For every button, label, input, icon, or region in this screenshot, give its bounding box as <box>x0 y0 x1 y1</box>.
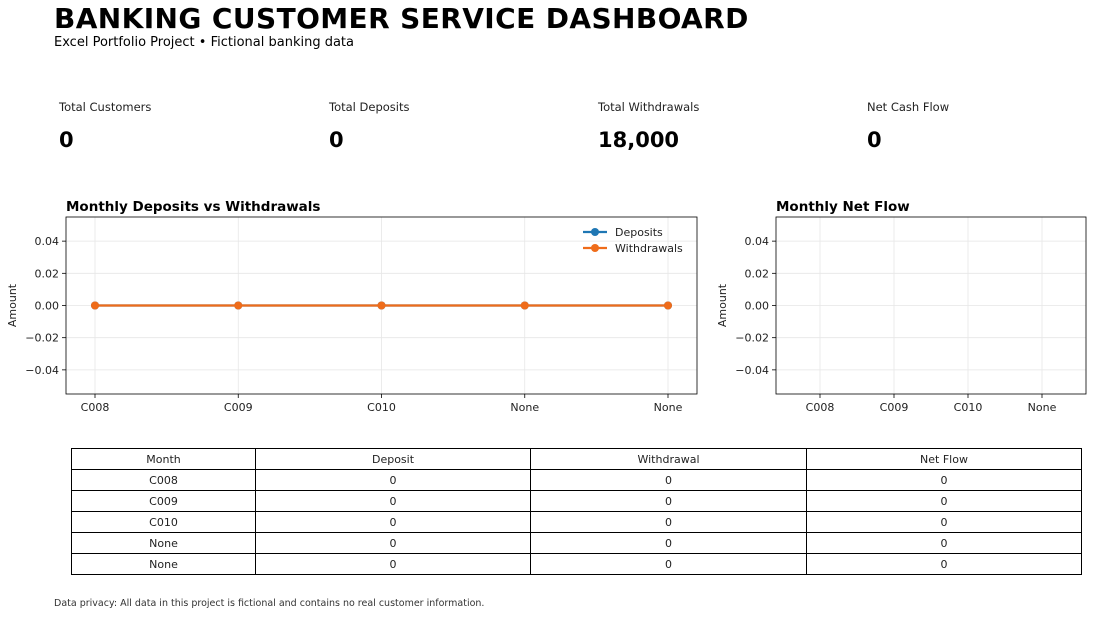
chart2-x-tick-label: C009 <box>880 401 909 414</box>
chart1-legend-label: Withdrawals <box>615 242 683 255</box>
chart1-y-tick-label: 0.02 <box>35 267 60 280</box>
chart2-y-tick-label: 0.00 <box>745 300 770 313</box>
table-cell: C009 <box>71 490 256 512</box>
chart2-title: Monthly Net Flow <box>776 199 910 215</box>
chart1-y-tick-label: 0.00 <box>35 300 60 313</box>
kpi-label: Total Withdrawals <box>598 100 700 114</box>
chart2-x-tick-label: None <box>1028 401 1057 414</box>
chart1-data-point-withdrawals <box>520 301 529 310</box>
table-header-month: Month <box>71 448 256 470</box>
table-row: C010 0 0 0 <box>71 511 1082 533</box>
table-cell: 0 <box>806 490 1082 512</box>
chart1-y-tick-label: −0.02 <box>25 332 59 345</box>
table-cell: 0 <box>255 469 531 491</box>
chart1-plot-frame <box>65 216 698 395</box>
chart2-y-tick-label: −0.02 <box>735 332 769 345</box>
table-row: C009 0 0 0 <box>71 490 1082 512</box>
chart1-data-point-withdrawals <box>664 301 672 310</box>
chart1-x-tick-label: None <box>654 401 683 414</box>
chart1-x-tick-label: C009 <box>224 401 253 414</box>
chart1-y-tick-label: 0.04 <box>35 235 60 248</box>
kpi-label: Total Customers <box>59 100 152 114</box>
chart1-x-tick-label: None <box>510 401 539 414</box>
chart1-y-tick-label: −0.04 <box>25 364 59 377</box>
table-cell: 0 <box>530 532 807 554</box>
table-cell: C010 <box>71 511 256 533</box>
page-title: BANKING CUSTOMER SERVICE DASHBOARD <box>54 2 749 35</box>
table-cell: 0 <box>255 490 531 512</box>
table-cell: 0 <box>530 553 807 575</box>
table-row: C008 0 0 0 <box>71 469 1082 491</box>
table-cell: 0 <box>530 490 807 512</box>
page-subtitle: Excel Portfolio Project • Fictional bank… <box>54 35 354 50</box>
chart1-legend-marker <box>591 244 599 252</box>
kpi-total-withdrawals: Total Withdrawals 18,000 <box>598 100 838 152</box>
table-header-withdrawal: Withdrawal <box>530 448 807 470</box>
table-header-net-flow: Net Flow <box>806 448 1082 470</box>
table-cell: None <box>71 532 256 554</box>
kpi-net-cash-flow: Net Cash Flow 0 <box>867 100 1100 152</box>
table-row: None 0 0 0 <box>71 532 1082 554</box>
chart1-data-point-withdrawals <box>234 301 243 310</box>
chart1-x-tick-label: C010 <box>367 401 396 414</box>
kpi-label: Total Deposits <box>329 100 410 114</box>
kpi-value: 0 <box>59 128 74 152</box>
chart1-y-axis-label: Amount <box>6 283 19 327</box>
chart2-y-tick-label: −0.04 <box>735 364 769 377</box>
table-cell: 0 <box>530 469 807 491</box>
chart2-plot-frame <box>775 216 1087 395</box>
chart1-legend-label: Deposits <box>615 226 663 239</box>
chart1-legend-marker <box>591 228 599 236</box>
table-cell: 0 <box>806 469 1082 491</box>
table-cell: 0 <box>806 553 1082 575</box>
table-cell: 0 <box>530 511 807 533</box>
table-cell: 0 <box>806 511 1082 533</box>
chart2-y-tick-label: 0.04 <box>745 235 770 248</box>
kpi-total-customers: Total Customers 0 <box>59 100 299 152</box>
table-cell: C008 <box>71 469 256 491</box>
table-cell: 0 <box>255 532 531 554</box>
table-cell: 0 <box>255 553 531 575</box>
monthly-summary-table: Month Deposit Withdrawal Net Flow C008 0… <box>71 448 1082 575</box>
kpi-value: 0 <box>867 128 882 152</box>
chart2-y-axis-label: Amount <box>716 283 729 327</box>
table-cell: 0 <box>255 511 531 533</box>
chart2-x-tick-label: C010 <box>954 401 983 414</box>
chart1-data-point-withdrawals <box>91 301 99 310</box>
chart2-y-tick-label: 0.02 <box>745 267 770 280</box>
data-privacy-note: Data privacy: All data in this project i… <box>54 598 485 609</box>
table-header-deposit: Deposit <box>255 448 531 470</box>
table-row: None 0 0 0 <box>71 553 1082 575</box>
chart1-x-tick-label: C008 <box>81 401 110 414</box>
kpi-total-deposits: Total Deposits 0 <box>329 100 569 152</box>
kpi-value: 18,000 <box>598 128 680 152</box>
chart1-data-point-withdrawals <box>377 301 386 310</box>
table-cell: 0 <box>806 532 1082 554</box>
table-cell: None <box>71 553 256 575</box>
kpi-label: Net Cash Flow <box>867 100 950 114</box>
chart2-x-tick-label: C008 <box>806 401 835 414</box>
kpi-value: 0 <box>329 128 344 152</box>
table-header-row: Month Deposit Withdrawal Net Flow <box>71 448 1082 470</box>
chart1-title: Monthly Deposits vs Withdrawals <box>66 199 320 215</box>
charts-area: Monthly Deposits vs Withdrawals 0.04 0.02 0… <box>6 199 1087 414</box>
